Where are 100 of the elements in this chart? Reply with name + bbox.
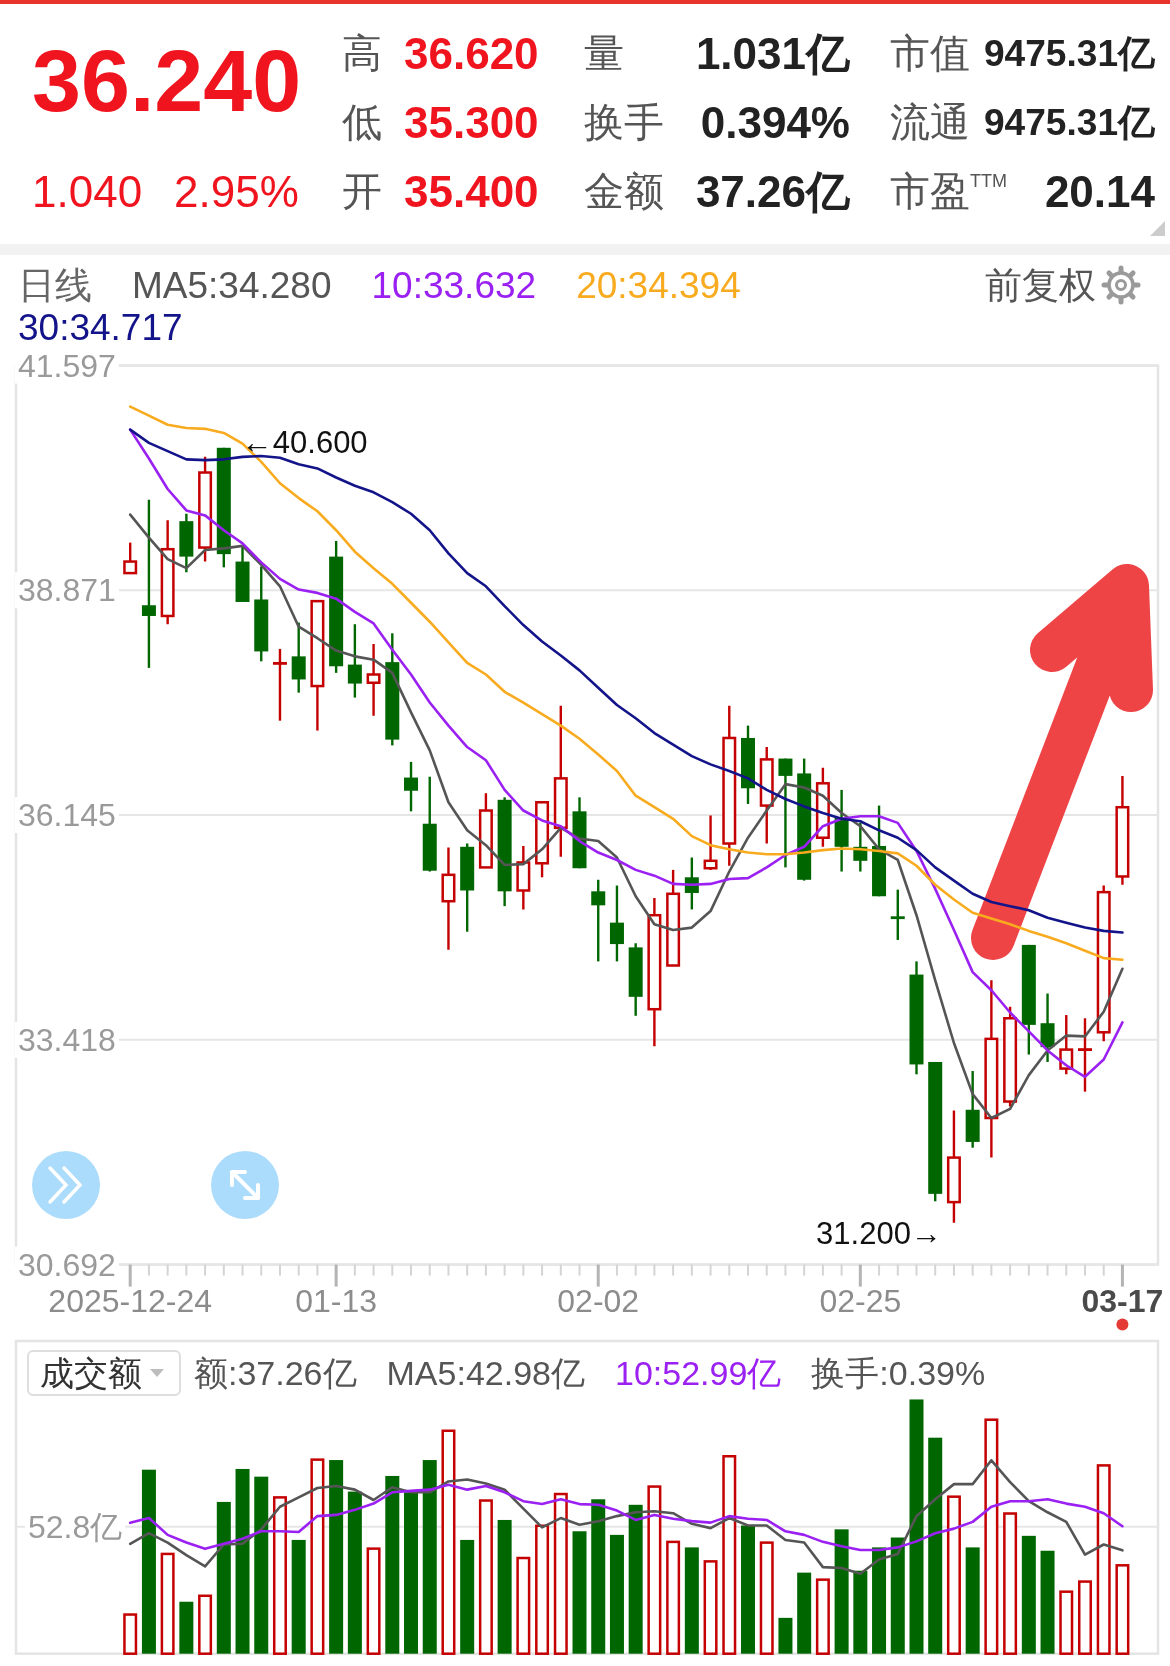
bar xyxy=(890,1537,905,1654)
bar xyxy=(666,1540,681,1655)
x-tick-label: 02-25 xyxy=(819,1282,902,1319)
x-tick-label: 2025-12-24 xyxy=(48,1282,213,1319)
bar xyxy=(609,1534,624,1654)
y-tick-label: 52.8亿 xyxy=(28,1508,123,1545)
text: 低 xyxy=(342,100,382,144)
bar xyxy=(160,1552,175,1655)
bar xyxy=(1096,1464,1111,1655)
y-tick-label: 36.145 xyxy=(18,797,116,834)
text: 9475.31亿 xyxy=(983,101,1156,143)
bar xyxy=(965,1547,980,1654)
candlestick xyxy=(1077,1017,1092,1093)
candlestick xyxy=(984,979,999,1159)
candlestick xyxy=(366,642,381,717)
bar xyxy=(235,1468,250,1654)
text: 36.620 xyxy=(404,28,539,78)
text: 市盈$^{TTM}$ xyxy=(890,169,1007,213)
bar xyxy=(1003,1512,1018,1655)
candlestick xyxy=(1115,774,1130,886)
y-tick-label: 38.871 xyxy=(18,572,116,609)
x-tick-label: 02-02 xyxy=(557,1282,640,1319)
bar xyxy=(572,1531,587,1654)
candlestick xyxy=(441,846,456,952)
candlestick xyxy=(310,599,325,732)
candlestick xyxy=(1040,992,1055,1064)
bar xyxy=(422,1460,437,1654)
text: 前复权 xyxy=(985,264,1096,306)
chart-title: 日线 xyxy=(18,264,92,306)
text: 10:52.99亿 xyxy=(614,1354,782,1392)
text: MA5:42.98亿 xyxy=(386,1354,585,1392)
bar xyxy=(1040,1550,1055,1654)
bar xyxy=(759,1541,774,1655)
text: 量 xyxy=(584,31,624,75)
bar xyxy=(946,1495,961,1655)
text: 0.394% xyxy=(700,97,850,147)
bar xyxy=(497,1519,512,1654)
bar xyxy=(329,1460,344,1654)
text: 10:33.632 xyxy=(371,264,537,306)
bar xyxy=(254,1476,269,1654)
bar xyxy=(404,1492,419,1654)
line-series xyxy=(128,428,1124,1079)
bar xyxy=(684,1547,699,1654)
candlestick xyxy=(722,704,737,867)
text: 换手 xyxy=(584,100,664,144)
candlestick xyxy=(703,814,718,872)
bar xyxy=(909,1399,924,1654)
candlestick xyxy=(647,896,662,1048)
bar xyxy=(872,1547,887,1654)
text: 35.300 xyxy=(404,97,539,147)
bar xyxy=(834,1529,849,1654)
text: 30:34.717 xyxy=(18,306,183,348)
candlestick xyxy=(516,844,531,911)
bar xyxy=(928,1437,943,1654)
candlestick xyxy=(591,878,606,963)
bar xyxy=(179,1601,194,1654)
text: 20.14 xyxy=(1044,166,1156,216)
bar xyxy=(1021,1535,1036,1654)
bar xyxy=(123,1613,138,1655)
line-series xyxy=(128,513,1124,1120)
text: 金额 xyxy=(584,169,664,213)
bar xyxy=(1077,1580,1092,1655)
annotation: 额:37.26亿 xyxy=(194,1354,357,1392)
bar xyxy=(366,1547,381,1655)
text: MA5:34.280 xyxy=(132,264,332,306)
annotation: 换手:0.39% xyxy=(811,1354,986,1392)
text: 36.240 xyxy=(32,30,302,130)
text: 开 xyxy=(342,169,382,213)
y-tick-label: 41.597 xyxy=(18,347,116,384)
bar xyxy=(535,1524,550,1655)
bar xyxy=(141,1469,156,1654)
text: 1.031亿 xyxy=(695,28,851,78)
bar xyxy=(385,1475,400,1654)
bar xyxy=(198,1594,213,1655)
candlestick xyxy=(272,647,287,722)
bar xyxy=(591,1499,606,1654)
bar xyxy=(741,1525,755,1654)
text: 流通 xyxy=(890,100,970,144)
chart-title: 成交额 xyxy=(40,1354,142,1392)
text: 市值 xyxy=(890,31,970,75)
candlestick xyxy=(759,745,774,845)
bar xyxy=(216,1501,231,1654)
candlestick xyxy=(123,541,138,575)
bar xyxy=(853,1570,868,1654)
bar xyxy=(478,1499,493,1655)
bar xyxy=(1115,1564,1130,1655)
candlestick xyxy=(778,757,793,869)
bar xyxy=(628,1504,643,1654)
text: 1.040 xyxy=(32,166,143,216)
candlestick xyxy=(198,455,213,563)
annotation: ←40.600 xyxy=(241,424,368,460)
bar xyxy=(460,1539,475,1654)
bar xyxy=(553,1492,568,1655)
candlestick xyxy=(890,888,905,942)
candlestick xyxy=(553,704,568,858)
candlestick xyxy=(946,1109,961,1224)
bar xyxy=(778,1617,793,1654)
text: 2.95% xyxy=(174,166,299,216)
x-tick-label: 03-17 xyxy=(1081,1282,1164,1319)
candlestick xyxy=(160,519,175,626)
